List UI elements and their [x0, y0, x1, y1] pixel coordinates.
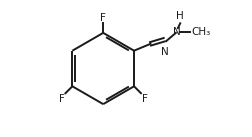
Text: F: F	[59, 94, 65, 104]
Text: N: N	[160, 47, 168, 57]
Text: F: F	[100, 13, 106, 23]
Text: CH₃: CH₃	[191, 27, 210, 36]
Text: H: H	[176, 11, 183, 21]
Text: N: N	[173, 27, 180, 36]
Text: F: F	[141, 94, 147, 104]
